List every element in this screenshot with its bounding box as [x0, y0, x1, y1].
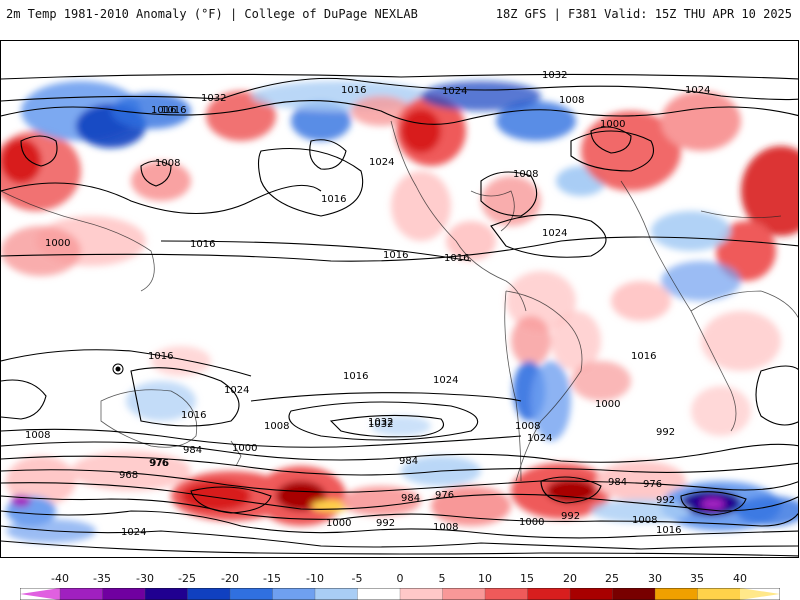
isobar-labels: 1032 1024 1016 1008 1000 992 984 976 968…	[25, 70, 710, 538]
colorbar-tick: 5	[438, 572, 446, 585]
colorbar-tick: -15	[263, 572, 281, 585]
weather-map: 1032 1024 1016 1008 1000 992 984 976 968…	[0, 40, 799, 558]
isobar-label: 1024	[433, 375, 458, 386]
colorbar-swatches	[20, 588, 780, 600]
colorbar-swatch	[314, 588, 359, 600]
map-title: 2m Temp 1981-2010 Anomaly (°F) | College…	[6, 7, 418, 21]
colorbar-tick: 35	[690, 572, 704, 585]
colorbar-tick: -35	[93, 572, 111, 585]
isobar-label: 1024	[224, 385, 249, 396]
isobar-contours	[1, 73, 798, 557]
colorbar-tick: -5	[351, 572, 363, 585]
colorbar-swatch	[484, 588, 529, 600]
isobar-label: 1024	[542, 228, 567, 239]
colorbar-tick: -25	[178, 572, 196, 585]
colorbar-swatch	[569, 588, 614, 600]
isobar-label: 1008	[515, 421, 540, 432]
isobar-label: 1000	[45, 238, 70, 249]
isobar-label: 992	[561, 511, 580, 522]
colorbar-tick-labels: -40 -35 -30 -25 -20 -15 -10 -5 0 5 10 15…	[0, 572, 800, 586]
map-canvas: 1032 1024 1016 1008 1000 992 984 976 968…	[1, 70, 798, 557]
colorbar-swatch	[654, 588, 699, 600]
isobar-label: 1024	[685, 85, 710, 96]
colorbar-swatch	[612, 588, 656, 600]
isobar-label: 1000	[595, 399, 620, 410]
isobar-label: 1024	[369, 157, 394, 168]
isobar-label: 1032	[542, 70, 567, 81]
colorbar-tick: -40	[51, 572, 69, 585]
model-run-info: 18Z GFS | F381 Valid: 15Z THU APR 10 202…	[495, 7, 792, 21]
isobar-label: 984	[183, 445, 202, 456]
isobar-label: 984	[401, 493, 420, 504]
colorbar-swatch	[272, 588, 316, 600]
colorbar	[20, 588, 780, 600]
isobar-label: 1016	[321, 194, 346, 205]
isobar-label: 1008	[25, 430, 50, 441]
pressure-center-marker	[112, 363, 124, 375]
colorbar-swatch	[697, 588, 741, 600]
isobar-label: 1016	[190, 239, 215, 250]
isobar-label: 968	[119, 470, 138, 481]
colorbar-tick: -10	[306, 572, 324, 585]
isobar-label: 1016	[444, 253, 469, 264]
isobar-label: 976	[149, 458, 168, 469]
isobar-label: 1008	[264, 421, 289, 432]
isobar-label: 984	[608, 477, 627, 488]
isobar-label: 1016	[341, 85, 366, 96]
colorbar-swatch	[144, 588, 189, 600]
isobar-label: 1016	[151, 105, 176, 116]
colorbar-tick: 20	[563, 572, 577, 585]
isobar-label: 992	[656, 495, 675, 506]
isobar-label: 1024	[442, 86, 467, 97]
isobar-label: 1008	[513, 169, 538, 180]
temperature-anomaly-shading	[1, 81, 798, 543]
isobar-label: 1032	[201, 93, 226, 104]
colorbar-tick: -30	[136, 572, 154, 585]
colorbar-swatch	[20, 588, 60, 600]
colorbar-swatch	[102, 588, 146, 600]
isobar-label: 1000	[600, 119, 625, 130]
isobar-label: 1008	[433, 522, 458, 533]
colorbar-swatch	[442, 588, 486, 600]
colorbar-tick: 10	[478, 572, 492, 585]
isobar-label: 1016	[383, 250, 408, 261]
colorbar-swatch	[229, 588, 274, 600]
isobar-label: 1016	[631, 351, 656, 362]
colorbar-tick: 30	[648, 572, 662, 585]
colorbar-tick: 15	[520, 572, 534, 585]
isobar-label: 992	[376, 518, 395, 529]
isobar-label: 976	[150, 458, 169, 469]
isobar-label: 976	[435, 490, 454, 501]
isobar-label: 1016	[161, 105, 186, 116]
isobar-label: 1032	[368, 419, 393, 430]
isobar-label: 1000	[232, 443, 257, 454]
isobar-label: 1024	[527, 433, 552, 444]
colorbar-tick: 0	[396, 572, 404, 585]
isobar-label: 1008	[155, 158, 180, 169]
isobar-label: 1016	[656, 525, 681, 536]
colorbar-swatch	[527, 588, 571, 600]
colorbar-tick: 25	[605, 572, 619, 585]
isobar-label: 1016	[148, 351, 173, 362]
colorbar-swatch	[740, 588, 780, 600]
isobar-label: 1000	[326, 518, 351, 529]
coastlines	[1, 120, 798, 482]
colorbar-tick: 40	[733, 572, 747, 585]
isobar-label: 976	[643, 479, 662, 490]
colorbar-swatch	[187, 588, 231, 600]
colorbar-tick: -20	[221, 572, 239, 585]
isobar-label: 1008	[632, 515, 657, 526]
colorbar-swatch	[357, 588, 401, 600]
isobar-label: 1032	[368, 417, 393, 428]
isobar-label: 1016	[343, 371, 368, 382]
header-bar: 2m Temp 1981-2010 Anomaly (°F) | College…	[0, 0, 800, 28]
isobar-label: 984	[399, 456, 418, 467]
isobar-label: 992	[656, 427, 675, 438]
isobar-label: 1008	[559, 95, 584, 106]
colorbar-swatch	[399, 588, 444, 600]
colorbar-swatch	[59, 588, 104, 600]
isobar-label: 1000	[519, 517, 544, 528]
isobar-label: 1024	[121, 527, 146, 538]
isobar-label: 1016	[181, 410, 206, 421]
